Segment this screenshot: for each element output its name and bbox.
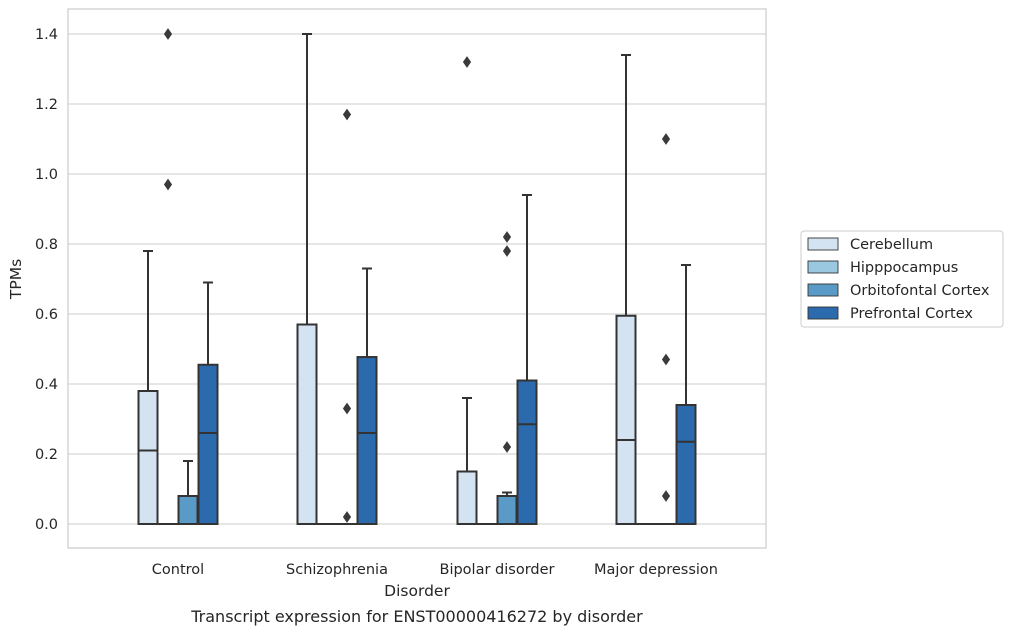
legend-label: Hipppocampus	[850, 260, 958, 276]
y-axis-label: TPMs	[7, 259, 25, 300]
x-tick-label: Major depression	[594, 562, 718, 578]
box-body	[197, 363, 219, 525]
legend-item-cerebellum: Cerebellum	[807, 237, 933, 253]
box-cerebellum-2	[456, 56, 478, 525]
x-tick-label: Schizophrenia	[286, 562, 388, 578]
outlier-point	[163, 178, 173, 191]
legend-label: Cerebellum	[850, 237, 933, 253]
y-tick-label: 0.8	[35, 237, 58, 253]
outlier-point	[661, 490, 671, 502]
box-cerebellum-3	[615, 54, 637, 525]
y-tick-label: 0.4	[35, 377, 58, 393]
legend-item-hipppocampus: Hipppocampus	[807, 260, 958, 276]
box-body	[456, 470, 478, 525]
outlier-point	[342, 108, 352, 121]
box-body	[615, 314, 637, 525]
plot-frame	[67, 8, 767, 549]
box-prefrontal-cortex-2	[516, 194, 538, 525]
box-prefrontal-cortex-3	[675, 264, 697, 525]
outlier-point	[502, 231, 512, 243]
box-prefrontal-cortex-0	[197, 281, 219, 525]
grid-lines	[68, 33, 766, 525]
y-axis-ticks: 0.0 0.2 0.4 0.6 0.8 1.0 1.2 1.4	[35, 27, 58, 533]
y-tick-label: 0.2	[35, 447, 58, 463]
outlier-point	[502, 245, 512, 257]
y-tick-label: 0.6	[35, 307, 58, 323]
x-tick-label: Bipolar disorder	[440, 562, 555, 578]
box-orbitofontal-cortex-0	[177, 460, 199, 525]
outlier-point	[661, 133, 671, 145]
box-body	[177, 495, 199, 525]
legend-label: Orbitofontal Cortex	[850, 283, 990, 299]
box-body	[496, 495, 518, 525]
box-prefrontal-cortex-1	[356, 267, 378, 525]
outlier-point	[342, 402, 352, 415]
legend-item-prefrontal-cortex: Prefrontal Cortex	[807, 306, 973, 322]
y-tick-label: 0.0	[35, 517, 58, 533]
legend-item-orbitofontal-cortex: Orbitofontal Cortex	[807, 283, 990, 299]
outlier-point	[163, 28, 173, 40]
y-tick-label: 1.2	[35, 97, 58, 113]
box-orbitofontal-cortex-2	[496, 231, 518, 525]
box-body	[356, 356, 378, 525]
legend-swatch	[807, 260, 839, 274]
x-axis-ticks: Control Schizophrenia Bipolar disorder Majo…	[152, 562, 718, 578]
plot-area	[137, 28, 697, 526]
legend-swatch	[807, 237, 839, 251]
box-body	[137, 390, 159, 525]
box-body	[516, 379, 538, 525]
y-tick-label: 1.4	[35, 27, 58, 43]
box-body	[296, 323, 318, 525]
legend-swatch	[807, 306, 839, 320]
y-tick-label: 1.0	[35, 167, 58, 183]
box-body	[675, 404, 697, 525]
legend-swatch	[807, 283, 839, 297]
chart-caption: Transcript expression for ENST0000041627…	[190, 607, 643, 626]
outlier-point	[462, 56, 472, 68]
x-tick-label: Control	[152, 562, 204, 578]
outlier-point	[502, 441, 512, 453]
box-orbitofontal-cortex-1	[336, 108, 358, 526]
legend-frame	[800, 230, 1004, 328]
box-hipppocampus-0	[157, 28, 179, 526]
outlier-point	[342, 511, 352, 523]
legend-items: Cerebellum Hipppocampus Orbitofontal Corte…	[807, 237, 990, 322]
box-cerebellum-0	[137, 250, 159, 525]
x-axis-label: Disorder	[384, 582, 450, 600]
legend-label: Prefrontal Cortex	[850, 306, 973, 322]
box-cerebellum-1	[296, 33, 318, 525]
outlier-point	[661, 353, 671, 366]
legend: Cerebellum Hipppocampus Orbitofontal Corte…	[800, 230, 1004, 328]
box-orbitofontal-cortex-3	[655, 133, 677, 526]
